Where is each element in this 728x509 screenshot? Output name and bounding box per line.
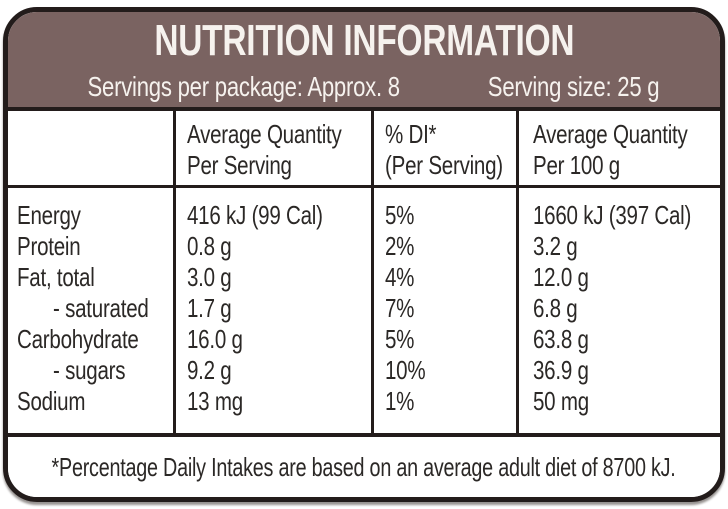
value-per-100g: 3.2 g	[533, 231, 578, 261]
table-row: 36.9 g	[533, 355, 720, 386]
table-row: Fat, total	[17, 262, 173, 293]
page-title: NUTRITION INFORMATION	[154, 15, 574, 65]
table-row: 12.0 g	[533, 262, 720, 293]
nutrient-name: - saturated	[53, 293, 149, 323]
table-row: Carbohydrate	[17, 324, 173, 355]
value-per-serving: 1.7 g	[187, 293, 232, 323]
table-row: Energy	[17, 200, 173, 231]
table-row: 0.8 g	[187, 231, 371, 262]
table-row: 16.0 g	[187, 324, 371, 355]
per-serving-column: 416 kJ (99 Cal) 0.8 g 3.0 g 1.7 g 16.0 g…	[173, 188, 371, 433]
title-row: NUTRITION INFORMATION	[88, 15, 641, 65]
nutrition-table: Average Quantity Per Serving % DI* (Per …	[8, 107, 720, 437]
table-row: - sugars	[17, 355, 173, 386]
table-row: 13 mg	[187, 386, 371, 417]
column-header-text: Average Quantity	[187, 119, 342, 149]
table-row: 416 kJ (99 Cal)	[187, 200, 371, 231]
column-header-line: Average Quantity	[187, 119, 371, 150]
column-header-nutrient	[8, 111, 173, 188]
table-row: 10%	[385, 355, 516, 386]
value-daily-intake: 2%	[385, 231, 415, 261]
table-row: 3.2 g	[533, 231, 720, 262]
table-row: 9.2 g	[187, 355, 371, 386]
value-per-100g: 63.8 g	[533, 324, 589, 354]
daily-intake-column: 5% 2% 4% 7% 5% 10% 1%	[371, 188, 516, 433]
column-header-daily-intake: % DI* (Per Serving)	[371, 111, 516, 188]
table-row: 5%	[385, 324, 516, 355]
label-header: NUTRITION INFORMATION Servings per packa…	[8, 12, 720, 107]
table-row: Protein	[17, 231, 173, 262]
table-row: 1660 kJ (397 Cal)	[533, 200, 720, 231]
nutrient-names-column: Energy Protein Fat, total - saturated Ca…	[8, 188, 173, 433]
servings-per-package-text: Servings per package: Approx. 8	[87, 70, 400, 102]
value-per-serving: 416 kJ (99 Cal)	[187, 200, 323, 230]
per-100g-column: 1660 kJ (397 Cal) 3.2 g 12.0 g 6.8 g 63.…	[516, 188, 720, 433]
value-per-100g: 50 mg	[533, 386, 589, 416]
table-row: 3.0 g	[187, 262, 371, 293]
nutrient-name: - sugars	[53, 355, 126, 385]
value-daily-intake: 4%	[385, 262, 415, 292]
value-daily-intake: 10%	[385, 355, 426, 385]
value-daily-intake: 1%	[385, 386, 415, 416]
table-row: 2%	[385, 231, 516, 262]
value-per-100g: 12.0 g	[533, 262, 589, 292]
value-per-serving: 3.0 g	[187, 262, 232, 292]
nutrient-name: Protein	[17, 231, 81, 261]
column-header-text: % DI*	[385, 119, 437, 149]
column-header-line: Average Quantity	[533, 119, 720, 150]
nutrient-name: Fat, total	[17, 262, 95, 292]
value-per-serving: 0.8 g	[187, 231, 232, 261]
servings-line: Servings per package: Approx. 8 Serving …	[46, 70, 682, 102]
column-header-line: Per 100 g	[533, 150, 720, 181]
table-row: 5%	[385, 200, 516, 231]
nutrient-name: Carbohydrate	[17, 324, 139, 354]
table-row: 6.8 g	[533, 293, 720, 324]
table-row: 4%	[385, 262, 516, 293]
column-header-text: (Per Serving)	[385, 150, 503, 180]
footnote-row: *Percentage Daily Intakes are based on a…	[8, 437, 720, 497]
footnote-text: *Percentage Daily Intakes are based on a…	[51, 451, 677, 482]
value-per-serving: 16.0 g	[187, 324, 243, 354]
value-per-100g: 36.9 g	[533, 355, 589, 385]
column-header-text: Average Quantity	[533, 119, 688, 149]
table-row: 7%	[385, 293, 516, 324]
table-row: - saturated	[17, 293, 173, 324]
serving-size-text: Serving size: 25 g	[487, 70, 660, 102]
value-per-100g: 6.8 g	[533, 293, 578, 323]
table-row: 50 mg	[533, 386, 720, 417]
table-row: 1%	[385, 386, 516, 417]
value-daily-intake: 5%	[385, 200, 415, 230]
column-header-text: Per Serving	[187, 150, 292, 180]
table-row: Sodium	[17, 386, 173, 417]
column-header-line: Per Serving	[187, 150, 371, 181]
column-header-line: % DI*	[385, 119, 516, 150]
nutrient-name: Sodium	[17, 386, 86, 416]
nutrient-name: Energy	[17, 200, 81, 230]
column-header-per-serving: Average Quantity Per Serving	[173, 111, 371, 188]
column-header-text: Per 100 g	[533, 150, 620, 180]
value-per-100g: 1660 kJ (397 Cal)	[533, 200, 692, 230]
value-per-serving: 13 mg	[187, 386, 243, 416]
column-header-line: (Per Serving)	[385, 150, 516, 181]
value-daily-intake: 7%	[385, 293, 415, 323]
value-per-serving: 9.2 g	[187, 355, 232, 385]
table-row: 1.7 g	[187, 293, 371, 324]
nutrition-label: NUTRITION INFORMATION Servings per packa…	[3, 7, 725, 502]
table-row: 63.8 g	[533, 324, 720, 355]
value-daily-intake: 5%	[385, 324, 415, 354]
column-header-per-100g: Average Quantity Per 100 g	[516, 111, 720, 188]
